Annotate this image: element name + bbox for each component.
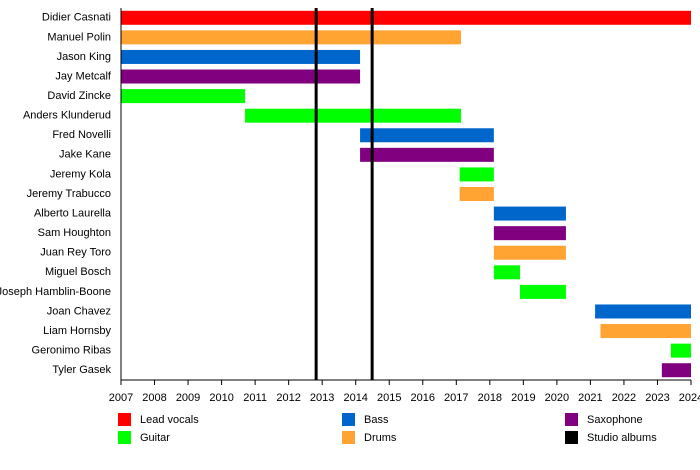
y-tick-label: Juan Rey Toro	[40, 247, 111, 259]
legend-label: Drums	[364, 432, 397, 444]
y-tick-label: Fred Novelli	[52, 129, 111, 141]
y-tick-label: Jeremy Trabucco	[27, 188, 111, 200]
legend-swatch	[118, 431, 131, 444]
legend-swatch	[118, 413, 131, 426]
x-tick-label: 2007	[109, 392, 133, 404]
bar	[459, 167, 494, 182]
x-tick-label: 2018	[478, 392, 502, 404]
legend-label: Studio albums	[587, 432, 657, 444]
y-tick-label: Joan Chavez	[47, 305, 111, 317]
bar	[595, 304, 691, 319]
legend-label: Saxophone	[587, 414, 643, 426]
bar	[493, 206, 566, 221]
x-tick-label: 2009	[176, 392, 200, 404]
legend-label: Lead vocals	[140, 414, 199, 426]
y-tick-label: Geronimo Ribas	[32, 345, 112, 357]
x-tick-label: 2024	[679, 392, 700, 404]
x-tick-label: 2011	[243, 392, 267, 404]
x-tick-label: 2022	[612, 392, 636, 404]
y-tick-label: Alberto Laurella	[34, 207, 112, 219]
y-tick-label: Liam Hornsby	[43, 325, 111, 337]
x-tick-label: 2008	[142, 392, 166, 404]
x-tick-label: 2014	[343, 392, 367, 404]
bar	[493, 226, 566, 241]
x-tick-label: 2023	[645, 392, 669, 404]
legend-swatch	[342, 431, 355, 444]
bar	[121, 49, 361, 64]
y-tick-label: Jay Metcalf	[55, 70, 112, 82]
bar	[493, 245, 566, 260]
x-tick-label: 2015	[377, 392, 401, 404]
x-tick-label: 2021	[578, 392, 602, 404]
legend-label: Bass	[364, 414, 389, 426]
x-tick-label: 2010	[209, 392, 233, 404]
x-tick-label: 2013	[310, 392, 334, 404]
y-tick-label: David Zincke	[47, 90, 111, 102]
bar	[520, 284, 566, 299]
y-tick-label: Manuel Polin	[47, 31, 111, 43]
x-tick-label: 2012	[276, 392, 300, 404]
bar	[121, 89, 246, 104]
y-tick-label: Anders Klunderud	[23, 110, 111, 122]
bar	[121, 30, 461, 45]
y-tick-label: Didier Casnati	[42, 12, 111, 24]
bar	[245, 108, 461, 123]
x-tick-label: 2016	[411, 392, 435, 404]
bar	[670, 343, 691, 358]
bar	[360, 147, 494, 162]
y-tick-label: Miguel Bosch	[45, 266, 111, 278]
y-tick-label: Jake Kane	[59, 149, 111, 161]
x-tick-label: 2017	[444, 392, 468, 404]
y-tick-label: Sam Houghton	[38, 227, 111, 239]
legend-swatch	[565, 413, 578, 426]
bar	[121, 10, 691, 25]
x-tick-label: 2020	[545, 392, 569, 404]
bar	[459, 187, 494, 201]
legend-swatch	[565, 431, 578, 444]
y-tick-label: Joseph Hamblin-Boone	[0, 286, 111, 298]
y-tick-label: Jason King	[57, 51, 111, 63]
bar	[121, 69, 361, 84]
bar	[661, 363, 691, 378]
y-tick-label: Tyler Gasek	[52, 364, 111, 376]
bar	[600, 324, 691, 339]
bar	[360, 128, 494, 143]
legend-swatch	[342, 413, 355, 426]
y-tick-label: Jeremy Kola	[50, 168, 112, 180]
bar	[493, 265, 520, 280]
x-tick-label: 2019	[511, 392, 535, 404]
legend-label: Guitar	[140, 432, 170, 444]
